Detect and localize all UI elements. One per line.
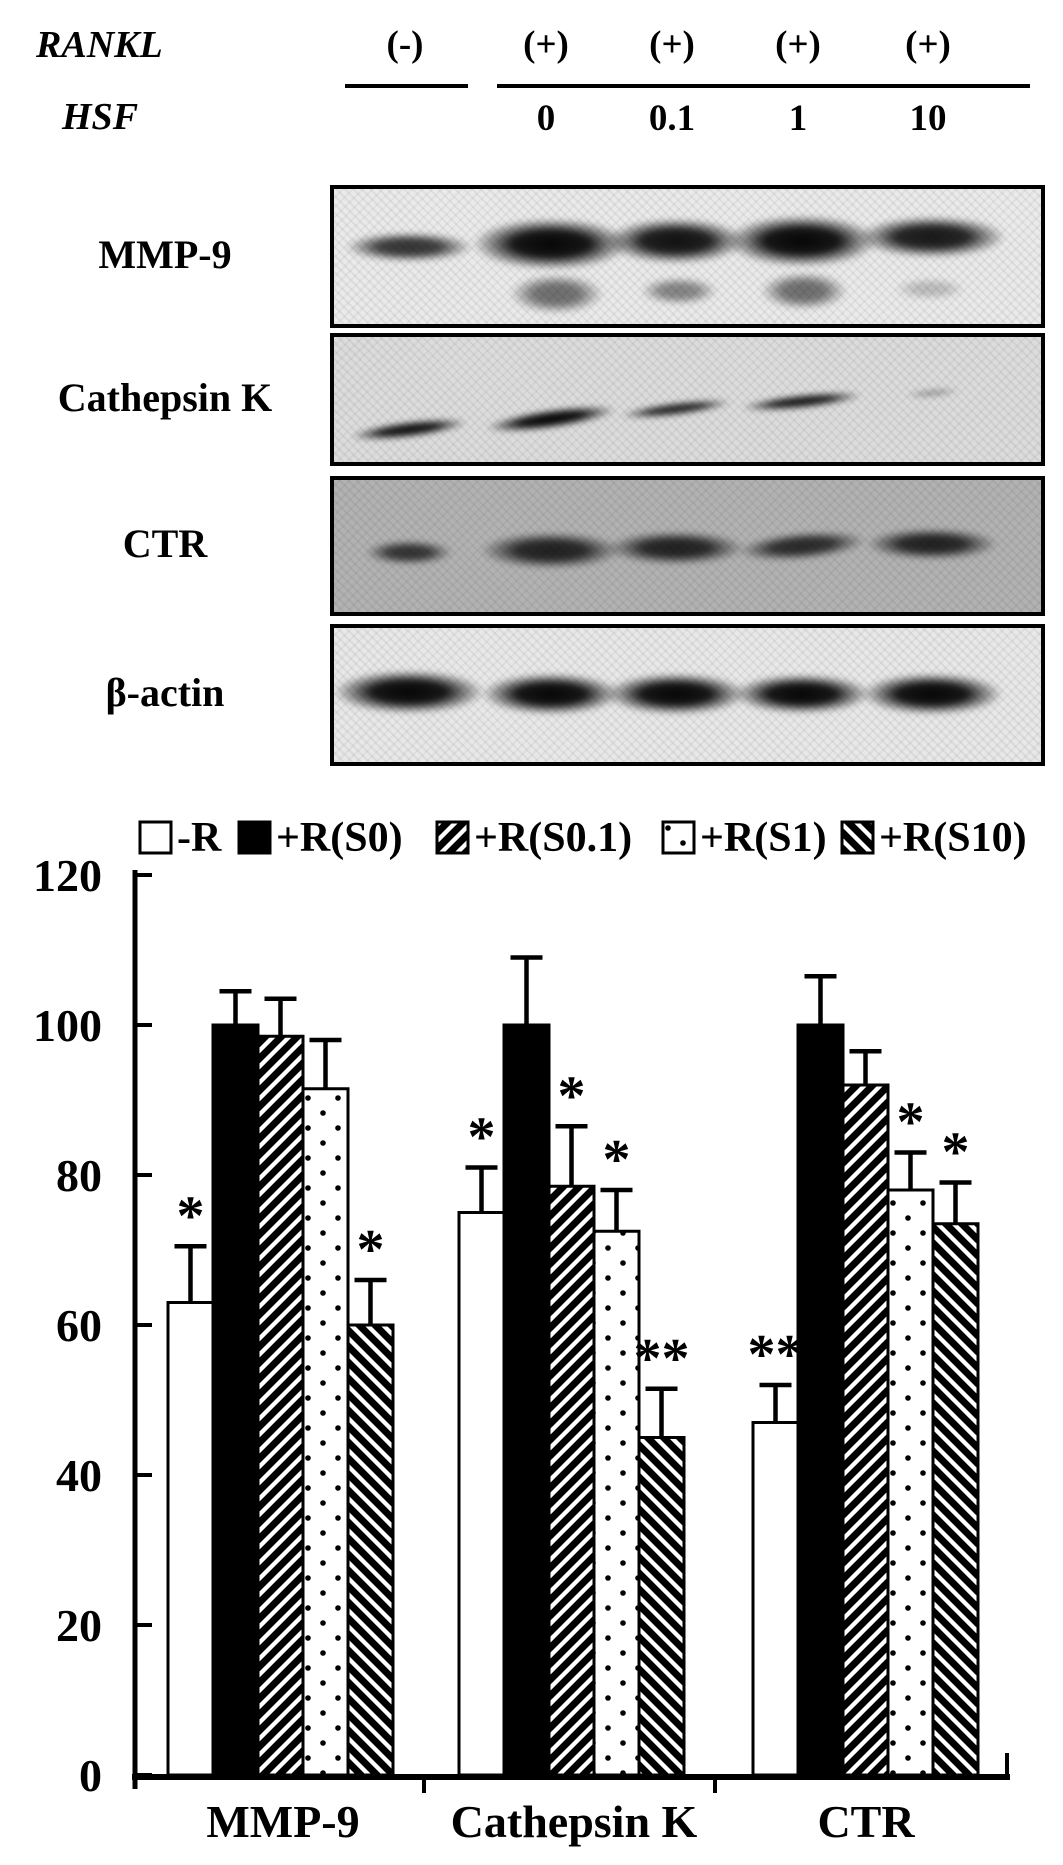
significance-marker: * — [942, 1122, 970, 1184]
plus-group-underline — [497, 84, 1030, 88]
protein-band — [726, 215, 878, 267]
significance-marker: * — [468, 1107, 496, 1169]
y-tick-label: 120 — [33, 850, 102, 901]
blot-row-label: β-actin — [105, 670, 225, 715]
significance-marker: * — [177, 1185, 205, 1247]
category-label: Cathepsin K — [451, 1796, 698, 1847]
y-tick-label: 0 — [79, 1750, 102, 1801]
blot-panel-ctr — [330, 476, 1045, 616]
bar — [886, 1188, 935, 1777]
hsf-row-label: HSF — [62, 96, 139, 138]
blot-row-label: MMP-9 — [98, 231, 232, 277]
minus-group-underline — [345, 84, 468, 88]
blot-panel-mmp-9 — [330, 185, 1045, 328]
bar — [457, 1211, 506, 1777]
protein-band — [737, 526, 867, 566]
bar — [592, 1229, 641, 1777]
y-tick-label: 20 — [56, 1600, 102, 1651]
significance-marker: * — [558, 1065, 586, 1127]
rankl-value: (+) — [905, 24, 951, 65]
protein-band — [733, 674, 871, 714]
y-tick-label: 40 — [56, 1450, 102, 1501]
rankl-value: (-) — [386, 24, 424, 65]
protein-band — [760, 272, 848, 310]
hsf-dose: 10 — [909, 98, 947, 139]
blot-row-label: Cathepsin K — [57, 374, 273, 420]
bar — [841, 1083, 890, 1777]
y-tick-label: 80 — [56, 1150, 102, 1201]
category-label: MMP-9 — [206, 1796, 359, 1847]
protein-band — [345, 232, 473, 262]
bar — [211, 1023, 260, 1777]
protein-band — [605, 673, 747, 715]
rankl-row-label: RANKL — [36, 24, 163, 66]
protein-band — [606, 218, 746, 264]
bar — [166, 1301, 215, 1777]
significance-marker: * — [357, 1219, 385, 1281]
protein-band — [861, 673, 1003, 715]
protein-band — [349, 413, 469, 445]
significance-marker: * — [603, 1129, 631, 1191]
protein-band — [365, 539, 453, 565]
legend-label: +R(S0.1) — [474, 815, 632, 861]
protein-band — [858, 216, 1006, 258]
protein-band — [619, 395, 733, 423]
y-tick-label: 100 — [33, 1000, 102, 1051]
y-tick-label: 60 — [56, 1300, 102, 1351]
bar-chart: -R +R(S0) +R(S0.1) +R(S1) +R(S10)******* *** *… — [33, 815, 1027, 1847]
legend-label: +R(S1) — [700, 815, 827, 861]
legend-label: +R(S10) — [879, 815, 1027, 861]
hsf-dose: 0.1 — [648, 98, 696, 139]
protein-band — [866, 528, 998, 560]
protein-band — [481, 673, 621, 715]
bar — [796, 1023, 845, 1777]
bar — [547, 1184, 596, 1777]
protein-band — [640, 277, 718, 305]
bar — [931, 1222, 980, 1777]
rankl-value: (+) — [523, 24, 569, 65]
hsf-dose: 0 — [536, 98, 556, 139]
protein-band — [333, 670, 485, 714]
bar — [751, 1421, 800, 1777]
blot-row-label: CTR — [122, 521, 208, 566]
rankl-value: (+) — [649, 24, 695, 65]
legend-label: -R — [177, 815, 222, 861]
protein-band — [894, 278, 966, 300]
bar — [301, 1087, 350, 1777]
protein-band — [508, 274, 604, 314]
protein-band — [904, 386, 960, 400]
protein-band — [740, 387, 864, 415]
bar — [637, 1436, 686, 1777]
significance-marker: ** — [748, 1324, 804, 1386]
legend-label: +R(S0) — [276, 815, 403, 861]
protein-band — [607, 531, 745, 565]
protein-band — [480, 531, 622, 569]
hsf-dose: 1 — [788, 98, 808, 139]
blot-panel-cathepsin-k — [330, 333, 1045, 466]
legend-swatch-dots — [661, 820, 696, 855]
legend-swatch-diag-forward — [435, 820, 470, 855]
legend-swatch-plain — [138, 820, 173, 855]
protein-band — [472, 218, 630, 270]
bar — [346, 1323, 395, 1777]
legend-swatch-solid — [237, 820, 272, 855]
category-label: CTR — [817, 1796, 915, 1847]
significance-marker: ** — [634, 1328, 690, 1390]
rankl-value: (+) — [775, 24, 821, 65]
bar — [502, 1023, 551, 1777]
blot-panel--actin — [330, 624, 1045, 766]
legend-swatch-diag-back — [840, 820, 875, 855]
significance-marker: * — [897, 1092, 925, 1154]
protein-band — [484, 399, 618, 439]
bar — [256, 1034, 305, 1777]
